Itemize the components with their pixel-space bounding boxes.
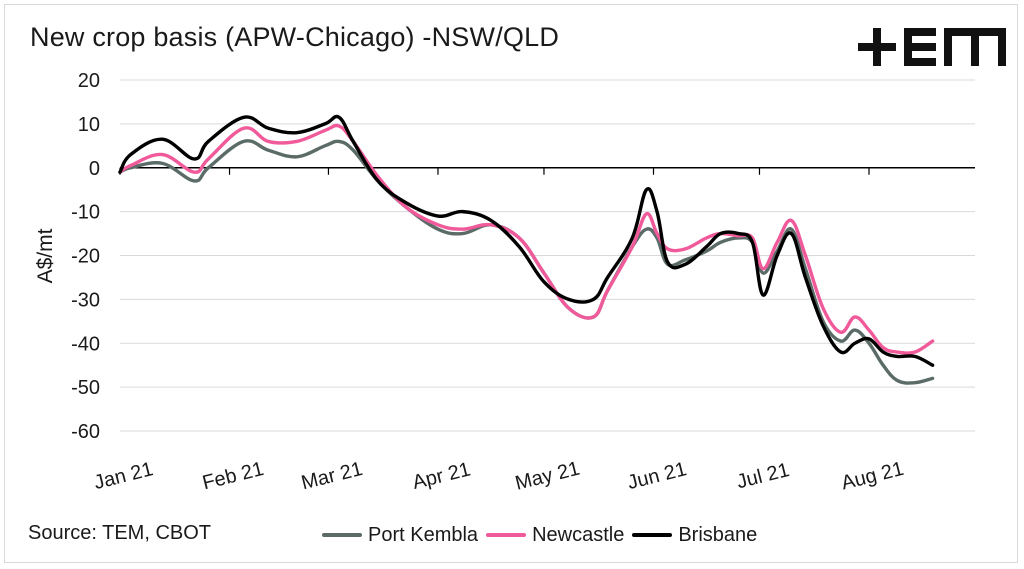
y-tick-label: 20 [78, 70, 100, 92]
source-note: Source: TEM, CBOT [28, 522, 212, 544]
legend-item-port-kembla: Port Kembla [322, 524, 478, 547]
legend-item-brisbane: Brisbane [632, 524, 757, 547]
series-line-brisbane [118, 114, 935, 367]
y-tick-label: -30 [71, 289, 100, 311]
y-tick-label: 10 [78, 114, 100, 136]
x-tick-label: Jan 21 [92, 458, 156, 494]
legend-swatch [632, 533, 673, 537]
chart-title: New crop basis (APW-Chicago) -NSW/QLD [30, 22, 560, 52]
chart-legend: Port Kembla Newcastle Brisbane [322, 520, 765, 550]
y-tick-label: 0 [89, 158, 100, 180]
legend-swatch [486, 533, 527, 537]
x-tick-label: May 21 [513, 458, 582, 495]
tem-logo [858, 28, 1006, 66]
series-line-port-kembla [118, 139, 935, 385]
chart-frame [4, 4, 1018, 563]
legend-label: Brisbane [678, 523, 758, 546]
y-tick-label: -60 [71, 421, 100, 443]
legend-item-newcastle: Newcastle [486, 524, 624, 547]
x-tick-label: Feb 21 [200, 458, 266, 494]
legend-label: Port Kembla [368, 523, 479, 546]
gridlines [120, 79, 975, 432]
x-tick-label: Jul 21 [734, 459, 791, 493]
y-tick-label: -10 [71, 202, 100, 224]
y-tick-label: -50 [71, 377, 100, 399]
series-lines [118, 114, 935, 385]
y-tick-label: -20 [71, 246, 100, 268]
y-axis-label: A$/mt [34, 228, 57, 283]
x-tick-label: Aug 21 [839, 458, 906, 495]
x-tick-label: Apr 21 [410, 458, 473, 494]
y-tick-label: -40 [71, 333, 100, 355]
legend-label: Newcastle [532, 523, 625, 546]
legend-swatch [322, 533, 362, 537]
x-tick-label: Jun 21 [625, 458, 689, 494]
series-line-newcastle [118, 123, 935, 355]
x-tick-label: Mar 21 [299, 458, 365, 494]
y-axis: 20 10 0 -10 -20 -30 -40 -50 -60 [71, 70, 100, 443]
